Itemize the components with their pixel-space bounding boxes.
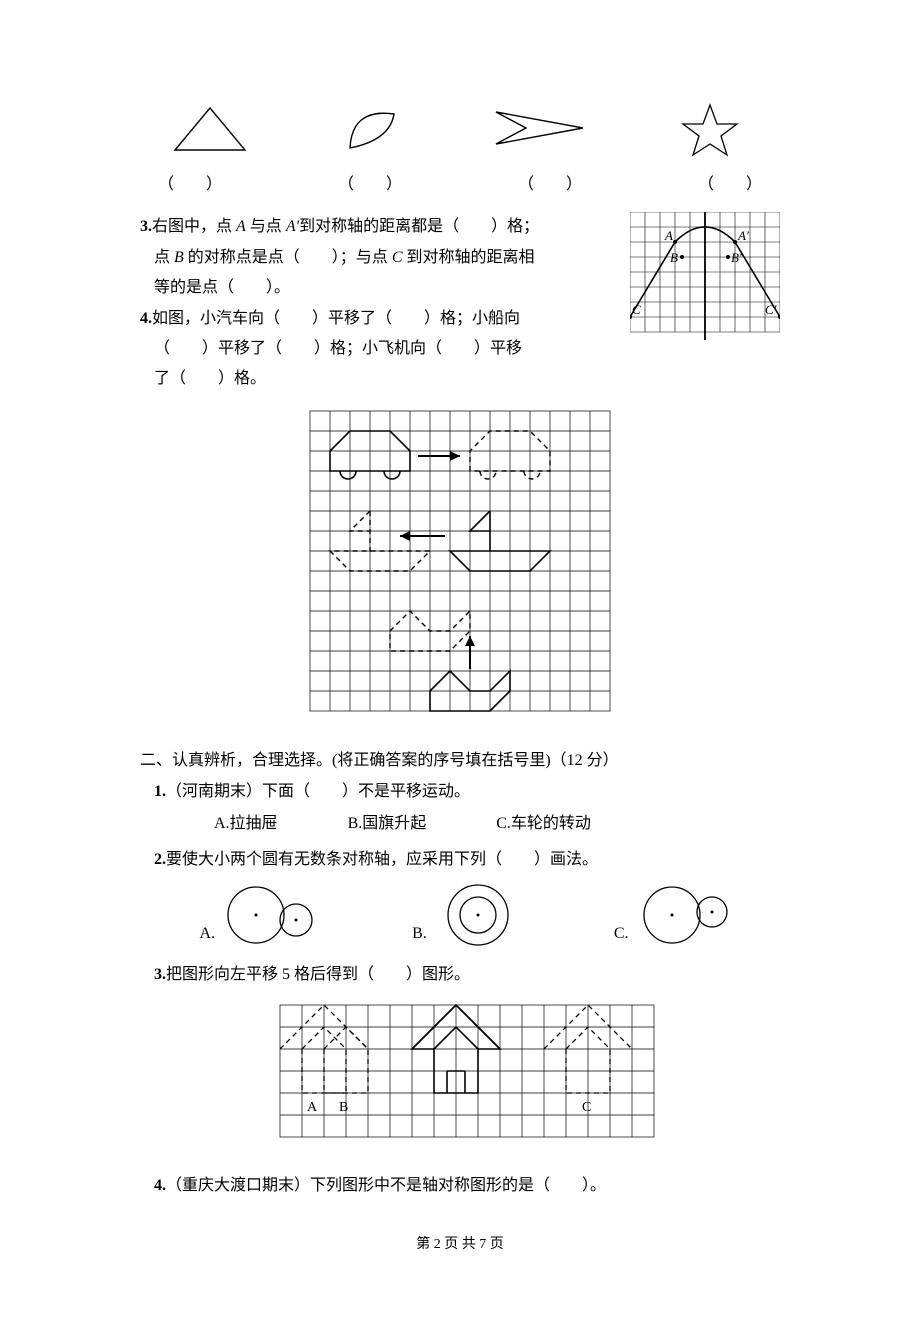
page-footer: 第 2 页 共 7 页 xyxy=(140,1232,780,1259)
q3-num: 3. xyxy=(140,218,152,235)
shapes-row xyxy=(140,100,780,164)
svg-text:C′: C′ xyxy=(765,302,777,317)
q4-figure xyxy=(140,401,780,732)
blank-3: （ ） xyxy=(518,170,582,200)
svg-text:A: A xyxy=(664,228,673,243)
blank-4: （ ） xyxy=(698,170,762,200)
s2q2-C: C. xyxy=(614,919,629,949)
s2q3-num: 3. xyxy=(154,966,166,983)
q3-container: 3.右图中，点 A 与点 A′到对称轴的距离都是（ ）格； 点 B 的对称点是点… xyxy=(140,212,780,394)
circles-A-icon xyxy=(221,880,321,950)
q3-grid-svg: A A′ B B′ C C′ xyxy=(630,212,780,340)
s2q2-num: 2. xyxy=(154,851,166,868)
q3-grid: A A′ B B′ C C′ xyxy=(630,212,780,394)
svg-text:A: A xyxy=(307,1100,318,1115)
q4-line2: （ ）平移了（ ）格；小飞机向（ ）平移 xyxy=(140,334,618,364)
q4-num: 4. xyxy=(140,310,152,327)
opt-a: A.拉抽屉 xyxy=(214,809,278,839)
svg-text:A′: A′ xyxy=(737,228,749,243)
s2q1-options: A.拉抽屉 B.国旗升起 C.车轮的转动 xyxy=(214,809,780,839)
q4-grid-svg xyxy=(300,401,620,721)
s2q2-B: B. xyxy=(412,919,427,949)
blank-1: （ ） xyxy=(158,170,222,200)
circles-C-icon xyxy=(634,880,734,950)
leaf-icon xyxy=(332,100,422,155)
svg-text:B: B xyxy=(670,250,678,265)
shape-leaf xyxy=(307,100,447,164)
s2q3-figure: A B C xyxy=(154,996,780,1157)
star-icon xyxy=(675,100,745,160)
q4-line3: 了（ ）格。 xyxy=(140,364,618,394)
shape-triangle xyxy=(140,100,280,164)
s2q2-figures: A. B. C. xyxy=(154,880,780,950)
q3-line3: 等的是点（ ）。 xyxy=(140,273,618,303)
circles-B-icon xyxy=(433,880,523,950)
shape-star xyxy=(640,100,780,164)
blank-2: （ ） xyxy=(338,170,402,200)
triangle-icon xyxy=(165,100,255,155)
s2q1-num: 1. xyxy=(154,783,166,800)
svg-text:B: B xyxy=(339,1100,348,1115)
q4-line1: 如图，小汽车向（ ）平移了（ ）格；小船向 xyxy=(152,310,520,327)
svg-text:C: C xyxy=(582,1100,591,1115)
svg-text:B′: B′ xyxy=(731,250,742,265)
shapes-blank-row: （ ） （ ） （ ） （ ） xyxy=(140,170,780,200)
s2q4-num: 4. xyxy=(154,1177,166,1194)
section2-heading: 二、认真辨析，合理选择。(将正确答案的序号填在括号里)（12 分） xyxy=(140,746,780,776)
q3-text: 3.右图中，点 A 与点 A′到对称轴的距离都是（ ）格； 点 B 的对称点是点… xyxy=(140,212,618,394)
arrowhead-icon xyxy=(488,100,598,155)
s2q3-grid-svg: A B C xyxy=(267,996,667,1146)
opt-b: B.国旗升起 xyxy=(348,809,427,839)
s2q2-A: A. xyxy=(200,919,216,949)
svg-text:C: C xyxy=(632,302,641,317)
opt-c: C.车轮的转动 xyxy=(496,809,591,839)
shape-arrow xyxy=(473,100,613,164)
